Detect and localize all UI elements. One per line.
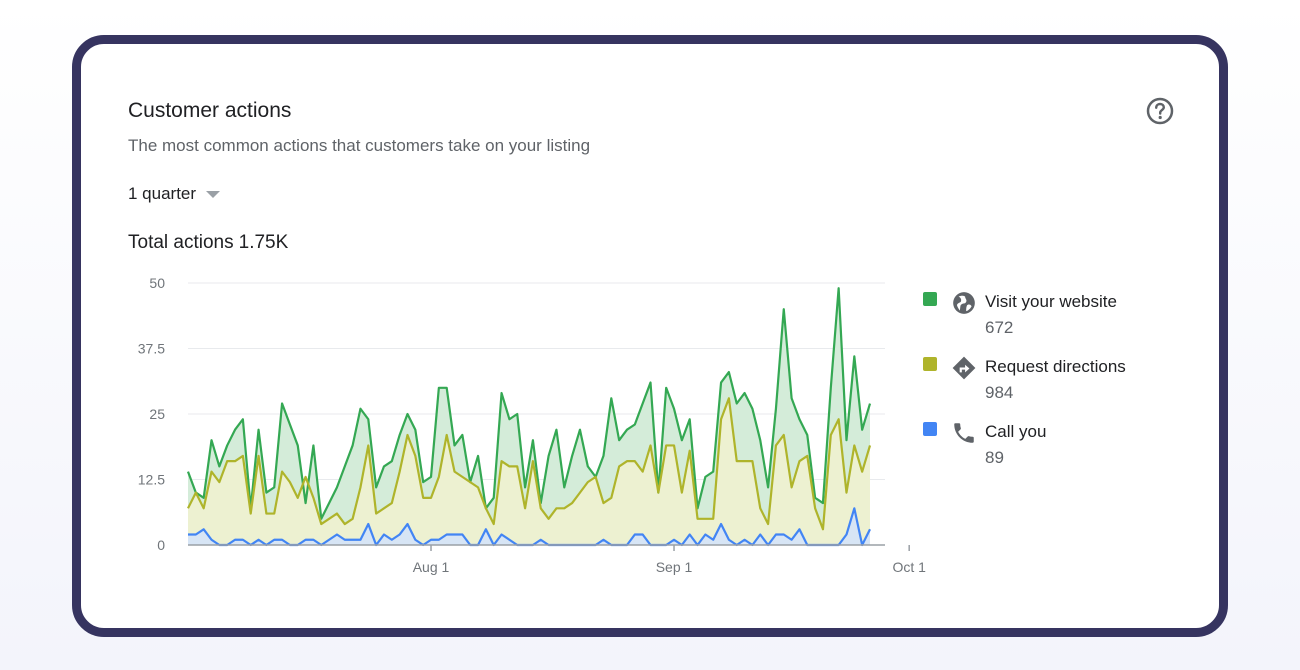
actions-area-chart: 0 12.5 25 37.5 50 Aug 1 Sep 1 Oct 1 xyxy=(138,275,926,575)
total-value: 1.75K xyxy=(238,232,289,253)
y-tick-label: 50 xyxy=(149,275,165,291)
total-actions: Total actions 1.75K xyxy=(128,232,288,254)
series-area-2 xyxy=(188,508,870,545)
y-tick-label: 0 xyxy=(157,537,165,553)
legend-value-directions: 984 xyxy=(985,383,1014,402)
x-tick-label: Sep 1 xyxy=(656,559,693,575)
series-area-1 xyxy=(188,398,870,545)
y-tick-label: 37.5 xyxy=(138,341,165,357)
legend-swatch-website xyxy=(923,292,937,306)
legend-value-website: 672 xyxy=(985,318,1014,337)
help-icon[interactable] xyxy=(1145,96,1175,126)
legend-swatch-call xyxy=(923,422,937,436)
series-area-0 xyxy=(188,288,870,545)
card-subtitle: The most common actions that customers t… xyxy=(128,136,591,155)
period-label: 1 quarter xyxy=(128,184,197,203)
legend-swatch-directions xyxy=(923,357,937,371)
globe-icon xyxy=(953,292,975,314)
phone-icon xyxy=(954,423,974,443)
legend-label-directions: Request directions xyxy=(985,357,1126,376)
y-tick-label: 12.5 xyxy=(138,472,165,488)
card-title: Customer actions xyxy=(128,99,292,122)
legend-value-call: 89 xyxy=(985,448,1004,467)
x-tick-label: Aug 1 xyxy=(413,559,450,575)
customer-actions-card: Customer actions The most common actions… xyxy=(72,35,1228,637)
x-tick-label: Oct 1 xyxy=(892,559,926,575)
period-dropdown[interactable]: 1 quarter xyxy=(128,184,221,204)
y-tick-label: 25 xyxy=(149,406,165,422)
series-line-1 xyxy=(187,397,872,531)
series-line-0 xyxy=(186,287,872,520)
chevron-down-icon xyxy=(206,190,221,198)
total-label: Total actions xyxy=(128,232,234,253)
legend-label-call: Call you xyxy=(985,422,1047,441)
directions-icon xyxy=(952,356,976,380)
legend-label-website: Visit your website xyxy=(985,292,1117,311)
